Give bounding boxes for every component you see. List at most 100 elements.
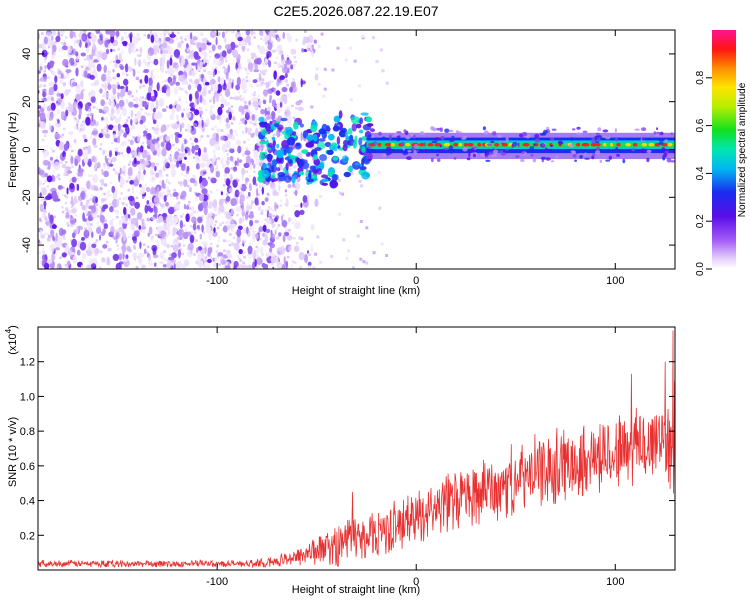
spectrogram-x-axis-label: Height of straight line (km) <box>292 285 420 297</box>
sparse-noise-dot <box>298 236 302 240</box>
noise-texture-cell <box>127 163 131 166</box>
noise-blob <box>264 197 269 202</box>
noise-blob <box>245 112 250 121</box>
noise-blob <box>74 158 78 166</box>
transition-blob <box>361 146 366 153</box>
noise-blob <box>146 133 152 140</box>
noise-blob <box>213 263 218 268</box>
noise-blob <box>39 112 46 121</box>
noise-blob <box>92 213 98 218</box>
noise-blob <box>171 107 175 116</box>
noise-blob <box>64 89 70 96</box>
noise-blob <box>49 125 52 131</box>
noise-blob <box>212 231 218 237</box>
noise-blob <box>129 33 132 43</box>
line-fuzz <box>401 141 405 147</box>
noise-texture-cell <box>251 111 254 114</box>
noise-texture-cell <box>274 49 277 52</box>
noise-texture-cell <box>271 80 274 83</box>
transition-blob <box>325 125 330 130</box>
noise-texture-cell <box>204 85 207 88</box>
noise-texture-cell <box>71 169 74 173</box>
noise-texture-cell <box>186 247 189 251</box>
noise-texture-cell <box>201 215 204 219</box>
noise-texture-cell <box>194 85 198 88</box>
noise-blob <box>283 63 288 69</box>
noise-blob <box>225 211 232 220</box>
noise-blob <box>66 170 73 174</box>
line-fuzz <box>540 156 547 160</box>
line-fuzz <box>614 128 618 133</box>
noise-blob <box>162 250 165 257</box>
noise-texture-cell <box>187 210 190 214</box>
noise-blob <box>135 89 138 93</box>
y-tick-label: -20 <box>21 189 33 205</box>
line-fuzz <box>448 129 454 133</box>
noise-blob <box>281 220 288 227</box>
noise-texture-cell <box>242 261 245 265</box>
noise-blob <box>190 127 197 135</box>
noise-texture-cell <box>94 253 98 256</box>
noise-blob <box>279 166 283 170</box>
noise-texture-cell <box>194 148 197 152</box>
noise-texture-cell <box>104 164 107 167</box>
noise-blob <box>104 155 107 162</box>
noise-texture-cell <box>127 116 130 119</box>
noise-blob <box>128 248 132 253</box>
noise-blob <box>38 167 41 171</box>
noise-blob <box>137 59 142 67</box>
noise-blob <box>60 73 64 79</box>
noise-texture-cell <box>50 147 53 150</box>
line-fuzz <box>412 134 416 139</box>
noise-blob <box>171 252 177 259</box>
line-fuzz <box>646 149 652 154</box>
noise-texture-cell <box>226 193 229 196</box>
line-fuzz <box>439 127 443 132</box>
noise-texture-cell <box>149 196 153 200</box>
noise-texture-cell <box>277 101 280 105</box>
noise-texture-cell <box>220 97 224 100</box>
noise-blob <box>224 37 227 43</box>
noise-blob <box>119 85 125 90</box>
noise-blob <box>240 81 247 91</box>
noise-texture-cell <box>280 63 283 66</box>
noise-texture-cell <box>71 101 74 104</box>
noise-blob <box>245 126 248 134</box>
noise-texture-cell <box>170 73 174 76</box>
noise-texture-cell <box>200 135 204 138</box>
noise-blob <box>223 210 227 215</box>
colorbar-gradient <box>712 30 736 269</box>
noise-blob <box>124 63 129 73</box>
noise-texture-cell <box>219 93 222 96</box>
noise-blob <box>189 78 193 83</box>
noise-blob <box>165 162 170 169</box>
noise-texture-cell <box>68 194 72 197</box>
noise-blob <box>203 52 208 58</box>
noise-blob <box>103 223 109 230</box>
noise-blob <box>93 144 98 148</box>
sparse-noise-dot <box>314 252 318 256</box>
noise-blob <box>92 127 98 137</box>
noise-blob <box>176 64 179 70</box>
noise-blob <box>223 225 228 233</box>
noise-blob <box>151 162 155 169</box>
transition-blob <box>360 112 369 116</box>
transition-blob <box>258 116 265 123</box>
noise-texture-cell <box>279 82 282 85</box>
noise-texture-cell <box>239 259 242 262</box>
noise-texture-cell <box>109 196 112 200</box>
transition-blob <box>277 171 286 178</box>
noise-blob <box>169 163 176 169</box>
noise-blob <box>61 252 67 258</box>
line-fuzz <box>662 156 666 161</box>
spectrogram-y-axis-label: Frequency (Hz) <box>7 112 19 188</box>
sparse-noise-dot <box>299 100 303 103</box>
noise-blob <box>160 128 164 134</box>
noise-blob <box>132 36 139 45</box>
line-fuzz <box>448 139 455 143</box>
noise-texture-cell <box>230 122 234 125</box>
noise-blob <box>130 45 135 53</box>
line-fuzz <box>416 149 420 152</box>
noise-texture-cell <box>82 74 85 77</box>
noise-blob <box>118 99 125 108</box>
